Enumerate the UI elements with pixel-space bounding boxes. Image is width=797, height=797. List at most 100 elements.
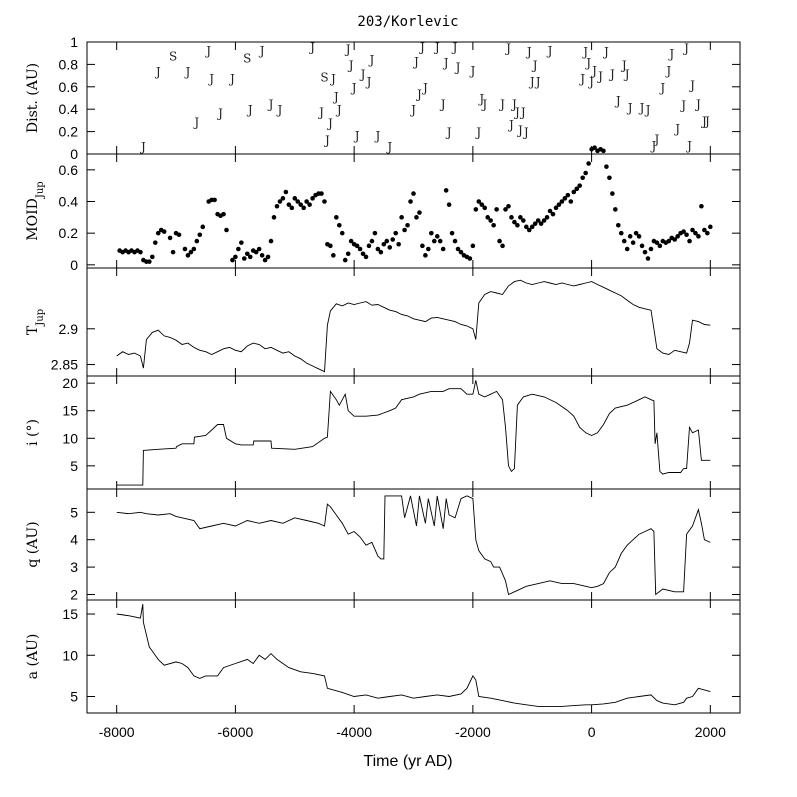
data-point [342,257,348,263]
data-point [699,203,704,209]
y-axis-label: a (AU) [25,634,41,680]
encounter-jupiter: J [688,79,695,93]
encounter-jupiter: J [590,64,597,78]
data-point [244,251,250,257]
encounter-jupiter: J [658,81,665,95]
encounter-jupiter: J [347,58,354,72]
data-point [687,238,692,244]
data-point [532,221,538,226]
data-point [277,199,283,204]
data-point [467,256,473,261]
y-tick-label: 0.4 [59,101,79,117]
encounter-jupiter: J [638,101,645,115]
encounter-jupiter: J [664,64,671,78]
data-point [586,161,591,166]
data-point [230,257,235,263]
data-point [627,234,633,239]
encounter-jupiter: J [700,114,707,128]
data-point [503,207,508,212]
data-point [476,199,482,204]
data-point [411,191,416,196]
data-point [580,175,585,181]
y-axis-label: TJup [25,309,46,335]
data-point [307,202,312,207]
data-point [518,215,523,220]
encounter-jupiter: J [581,45,588,59]
data-point [420,243,425,249]
encounter-jupiter: J [644,103,651,117]
data-point [574,186,580,192]
y-tick-label: 0.2 [59,225,79,241]
data-point [319,191,324,196]
data-point [339,230,345,236]
data-point [696,234,701,239]
data-point [390,237,396,242]
data-point [328,243,333,249]
encounter-jupiter: J [335,103,342,117]
data-point [642,249,648,255]
encounter-jupiter: J [528,75,535,89]
encounter-jupiter: J [626,101,633,115]
data-point [544,215,550,220]
y-tick-label: 15 [62,403,78,419]
data-point [298,202,304,207]
data-point [147,259,152,264]
y-tick-label: 2 [70,587,78,603]
data-point [639,243,645,249]
panel-2: 0 0.2 0.4 0.6 MOIDJup [25,145,741,273]
encounter-saturn: S [320,71,328,85]
data-point [185,253,191,258]
data-point [515,222,520,228]
data-point [500,243,505,249]
encounter-jupiter: J [329,72,336,86]
data-point [494,207,499,212]
encounter-jupiter: J [439,98,446,112]
series-line [116,495,711,596]
encounter-jupiter: J [204,44,211,58]
data-point [621,238,627,244]
encounter-jupiter: J [507,118,514,132]
data-point [491,222,496,228]
data-point [708,224,713,230]
data-point [357,246,363,252]
data-point [618,230,624,236]
data-point [583,170,588,176]
panel-4: 5 10 15 20 i (°) [25,375,741,490]
data-point [334,215,339,220]
data-point [150,254,155,260]
data-point [523,224,529,230]
encounter-jupiter: J [353,129,360,143]
y-tick-label: 0.2 [59,124,79,140]
data-point [521,218,526,223]
data-point [434,234,440,239]
data-point [512,219,517,225]
data-point [506,203,511,209]
y-axis-label: MOIDJup [25,181,46,240]
data-point [559,199,565,204]
data-point [681,229,686,234]
encounter-jupiter: J [350,81,357,95]
x-tick-label: 0 [588,724,596,740]
data-point [170,249,176,255]
y-tick-label: 0.6 [59,79,79,95]
y-tick-label: 2.85 [51,357,78,373]
encounter-saturn: S [243,52,251,66]
data-point [191,246,197,252]
data-point [601,148,606,154]
encounter-jupiter: J [477,92,484,106]
encounter-jupiter: J [445,126,452,140]
data-point [253,249,259,255]
data-point [488,218,493,223]
encounter-jupiter: J [415,88,422,102]
data-point [604,164,609,169]
encounter-jupiter: J [578,72,585,86]
encounter-jupiter: J [228,72,235,86]
data-point [348,238,354,244]
data-point [556,202,562,207]
encounter-jupiter: J [546,44,553,58]
data-point [378,249,384,255]
panel-frame [86,599,741,714]
y-tick-label: 0 [70,146,78,162]
